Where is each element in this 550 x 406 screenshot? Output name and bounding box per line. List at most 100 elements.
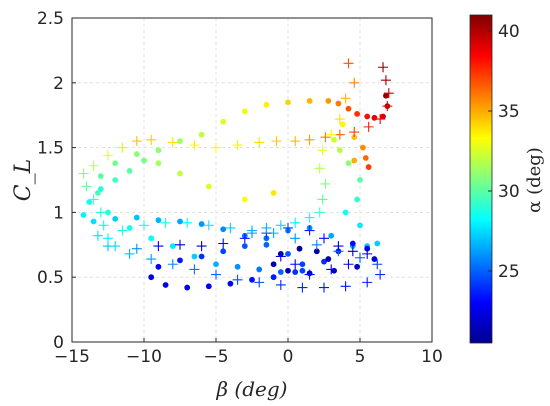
data-point-plus — [290, 259, 301, 270]
data-point-dot — [80, 212, 87, 218]
data-point-dot — [241, 243, 248, 249]
data-point-dot — [383, 92, 389, 99]
data-point-plus — [382, 101, 393, 112]
data-point-plus — [334, 129, 345, 140]
data-point-plus — [167, 259, 178, 270]
data-point-plus — [211, 269, 221, 280]
data-point-plus — [203, 220, 214, 231]
data-point-dot — [112, 160, 119, 167]
data-point-dot — [339, 121, 346, 128]
data-point-dot — [371, 114, 378, 121]
data-point-dot — [155, 147, 162, 154]
data-point-plus — [146, 254, 157, 265]
x-tick-labels: −15 −10 −5 0 5 10 — [54, 347, 443, 367]
data-point-dot — [198, 131, 205, 138]
data-point-plus — [375, 269, 386, 280]
data-point-dot — [285, 250, 291, 257]
data-point-dot — [177, 170, 183, 177]
data-point-plus — [317, 194, 328, 205]
data-point-dot — [364, 245, 371, 252]
data-point-plus — [189, 140, 200, 151]
colorbar-label: α (deg) — [524, 147, 545, 213]
y-tick-label: 2 — [53, 74, 64, 94]
y-tick-label: 0.5 — [37, 268, 64, 288]
data-point-dot — [227, 280, 234, 287]
data-point-plus — [92, 230, 103, 241]
data-point-plus — [297, 282, 308, 293]
data-point-plus — [319, 233, 329, 244]
data-point-dot — [371, 256, 378, 262]
data-point-plus — [175, 239, 185, 250]
data-point-plus — [182, 217, 193, 228]
data-point-plus — [146, 134, 157, 145]
data-point-plus — [326, 129, 337, 140]
data-point-plus — [117, 225, 128, 236]
data-point-dot — [177, 138, 183, 145]
data-point-plus — [275, 251, 286, 262]
data-point-dot — [365, 164, 372, 170]
data-point-dot — [349, 240, 356, 247]
x-tick-label: −5 — [203, 347, 228, 367]
data-point-dot — [364, 113, 371, 120]
grid-layer — [71, 17, 433, 343]
data-point-dot — [354, 111, 361, 117]
data-point-dot — [177, 257, 183, 264]
data-point-dot — [86, 199, 93, 205]
data-point-dot — [95, 190, 101, 196]
data-point-dot — [148, 235, 155, 242]
data-point-dot — [133, 151, 140, 157]
data-point-dot — [306, 98, 313, 104]
data-point-plus — [319, 282, 329, 293]
data-point-plus — [347, 246, 358, 257]
data-point-plus — [383, 88, 394, 99]
data-point-plus — [239, 233, 250, 244]
data-point-dot — [325, 256, 332, 262]
data-point-dot — [270, 261, 277, 268]
data-point-dot — [345, 105, 352, 112]
data-point-plus — [362, 248, 373, 259]
data-point-dot — [213, 261, 219, 268]
data-point-plus — [343, 259, 354, 270]
data-point-dot — [97, 173, 104, 180]
y-tick-label: 0 — [53, 333, 64, 353]
data-point-dot — [342, 209, 349, 216]
data-point-dot — [325, 98, 332, 104]
data-point-dot — [126, 168, 133, 174]
data-point-plus — [378, 62, 389, 73]
colorbar — [469, 14, 493, 344]
data-point-dot — [351, 157, 358, 164]
data-point-plus — [334, 114, 345, 125]
data-point-dot — [270, 190, 277, 196]
data-point-dot — [354, 263, 361, 270]
y-tick-label: 1.5 — [37, 139, 64, 159]
data-point-plus — [320, 132, 331, 143]
y-tick-label: 2.5 — [37, 9, 64, 29]
data-point-dot — [345, 160, 352, 167]
data-point-dot — [220, 248, 227, 255]
data-point-plus — [314, 207, 325, 218]
y-axis-label: C_L — [11, 159, 36, 201]
data-point-plus — [333, 241, 344, 252]
data-point-plus — [189, 264, 200, 275]
data-point-dot — [112, 215, 119, 222]
data-point-dot — [155, 217, 162, 224]
colorbar-tick-label: 25 — [498, 262, 520, 282]
data-point-dot — [234, 263, 241, 270]
data-point-dot — [198, 221, 205, 227]
data-point-plus — [103, 233, 113, 244]
data-point-plus — [363, 121, 374, 132]
data-point-dot — [331, 267, 337, 274]
data-point-plus — [117, 142, 128, 153]
data-point-plus — [304, 225, 315, 236]
data-point-dot — [313, 248, 320, 255]
data-point-plus — [326, 264, 337, 275]
data-point-plus — [290, 233, 301, 244]
x-axis-label: β (deg) — [216, 377, 288, 401]
data-point-dot — [292, 269, 299, 275]
data-point-plus — [290, 217, 301, 228]
data-point-plus — [81, 181, 92, 192]
data-point-dot — [205, 183, 212, 190]
data-point-plus — [78, 168, 89, 179]
x-tick-label: −10 — [126, 347, 162, 367]
